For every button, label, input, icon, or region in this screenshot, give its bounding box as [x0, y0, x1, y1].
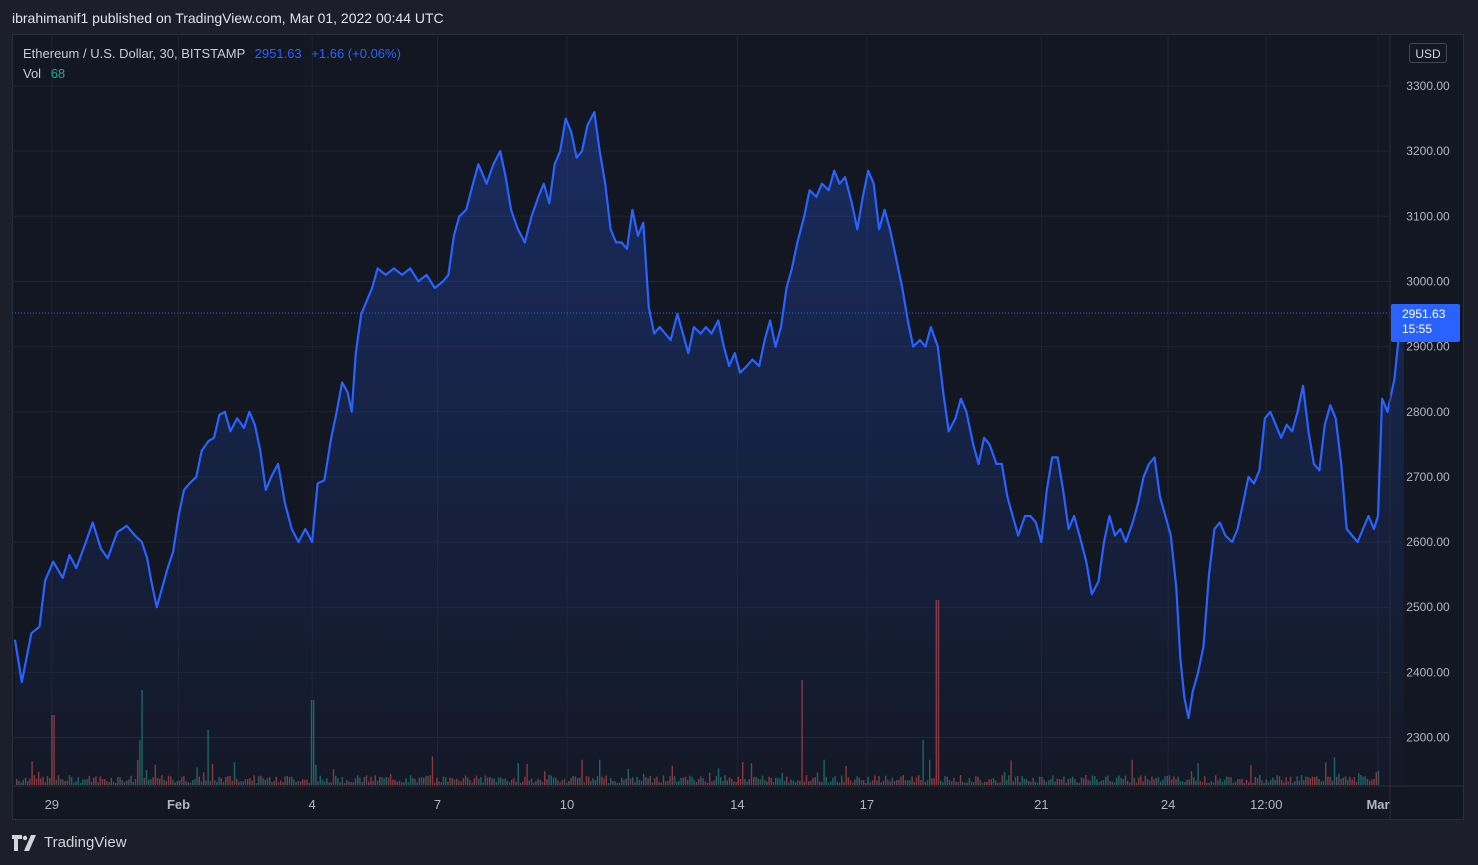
y-tick-label: 3300.00	[1406, 79, 1450, 93]
volume-legend[interactable]: Vol 68	[23, 66, 65, 81]
x-tick-label: 12:00	[1250, 797, 1283, 812]
x-tick-label: 24	[1161, 797, 1175, 812]
y-tick-label: 3100.00	[1406, 209, 1450, 223]
time-axis: 29 Feb 4 7 10 14 17 21 24 12:00 Mar	[45, 797, 1390, 812]
price-area	[15, 112, 1404, 787]
y-tick-label: 2500.00	[1406, 600, 1450, 614]
price-change: +1.66 (+0.06%)	[311, 46, 401, 61]
x-tick-label: 10	[560, 797, 574, 812]
y-tick-label: 2300.00	[1406, 731, 1450, 745]
publisher-caption: ibrahimanif1 published on TradingView.co…	[12, 10, 444, 26]
current-price-value: 2951.63	[1402, 307, 1446, 321]
current-price-tag: 2951.63 15:55	[1391, 304, 1460, 342]
volume-value: 68	[50, 66, 66, 81]
x-tick-label: 14	[730, 797, 744, 812]
brand[interactable]: TradingView	[12, 834, 127, 851]
y-tick-label: 2600.00	[1406, 535, 1450, 549]
x-tick-label: 17	[860, 797, 874, 812]
price-axis: 3300.00 3200.00 3100.00 3000.00 2900.00 2800.…	[1406, 79, 1450, 745]
legend[interactable]: Ethereum / U.S. Dollar, 30, BITSTAMP 295…	[23, 46, 401, 61]
x-tick-label: 7	[434, 797, 441, 812]
bar-countdown: 15:55	[1402, 322, 1433, 336]
y-tick-label: 2900.00	[1406, 340, 1450, 354]
brand-name: TradingView	[44, 834, 127, 851]
y-tick-label: 2800.00	[1406, 405, 1450, 419]
price-chart[interactable]: 3300.00 3200.00 3100.00 3000.00 2900.00 2800.…	[12, 34, 1464, 820]
x-tick-label: 29	[45, 797, 59, 812]
last-price: 2951.63	[254, 46, 302, 61]
x-tick-label: 21	[1034, 797, 1048, 812]
y-tick-label: 2400.00	[1406, 665, 1450, 679]
volume-label: Vol	[23, 66, 42, 81]
x-tick-label: Mar	[1366, 797, 1389, 812]
currency-button[interactable]: USD	[1409, 43, 1447, 63]
x-tick-label: 4	[309, 797, 316, 812]
x-tick-label: Feb	[167, 797, 190, 812]
price-line	[13, 111, 1405, 720]
y-tick-label: 3200.00	[1406, 144, 1450, 158]
y-tick-label: 3000.00	[1406, 274, 1450, 288]
y-tick-label: 2700.00	[1406, 470, 1450, 484]
tradingview-logo-icon	[12, 834, 36, 851]
symbol-title[interactable]: Ethereum / U.S. Dollar, 30, BITSTAMP	[23, 46, 246, 61]
